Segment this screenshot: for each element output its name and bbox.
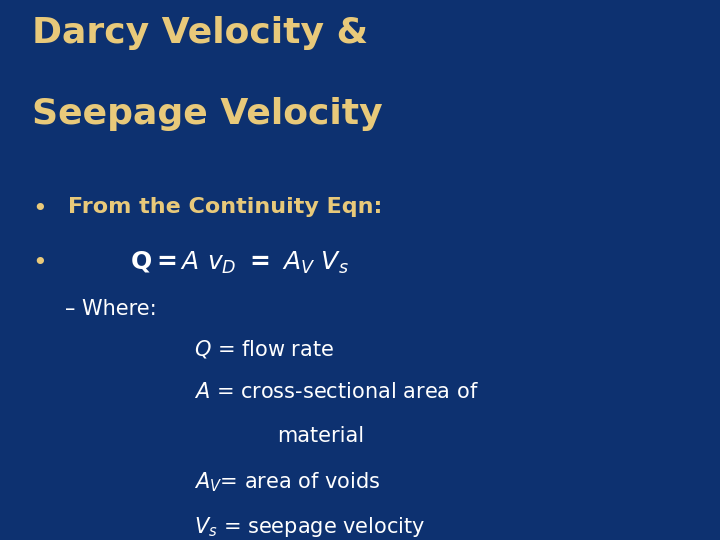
- Text: $\mathbf{Q = }\mathit{A}\ \mathit{v}_D\mathbf{\ =\ }\mathit{A}_V\ \mathit{V}_s$: $\mathbf{Q = }\mathit{A}\ \mathit{v}_D\m…: [130, 249, 348, 276]
- Text: $\mathit{A}$ = cross-sectional area of: $\mathit{A}$ = cross-sectional area of: [194, 382, 480, 402]
- Text: material: material: [277, 426, 364, 446]
- Text: •: •: [32, 251, 47, 275]
- Text: •: •: [32, 197, 47, 221]
- Text: $\mathit{V}_s$ = seepage velocity: $\mathit{V}_s$ = seepage velocity: [194, 515, 426, 538]
- Text: $\mathit{A}_V$= area of voids: $\mathit{A}_V$= area of voids: [194, 470, 381, 494]
- Text: $\mathit{Q}$ = flow rate: $\mathit{Q}$ = flow rate: [194, 338, 335, 360]
- Text: From the Continuity Eqn:: From the Continuity Eqn:: [68, 197, 383, 217]
- Text: Seepage Velocity: Seepage Velocity: [32, 97, 383, 131]
- Text: Darcy Velocity &: Darcy Velocity &: [32, 16, 369, 50]
- Text: – Where:: – Where:: [65, 299, 156, 319]
